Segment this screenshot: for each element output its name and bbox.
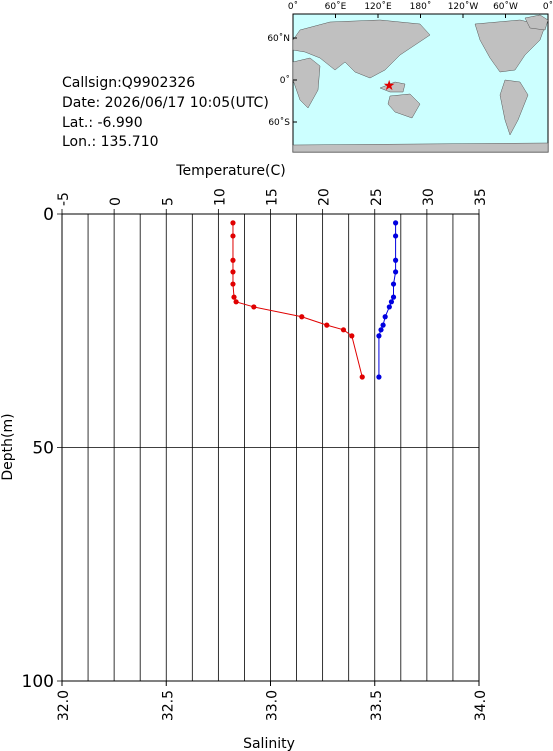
x-tick-label: 15 — [265, 188, 281, 206]
profile-point — [393, 233, 399, 239]
profile-point — [390, 294, 397, 300]
profile-point — [393, 257, 399, 263]
y-tick-label: 100 — [22, 672, 54, 692]
x2-tick-label: 33.5 — [369, 690, 385, 721]
profile-point — [380, 322, 386, 328]
map-lon-label: 0˚ — [288, 1, 298, 12]
profile-point — [340, 327, 347, 333]
profile-point — [393, 220, 399, 226]
profile-point — [349, 333, 355, 339]
profile-point — [324, 322, 330, 328]
profile-point — [230, 257, 236, 263]
profile-point — [382, 314, 388, 320]
profile-point — [386, 304, 392, 310]
info-line: Callsign:Q9902326 — [62, 75, 195, 91]
profile-point — [388, 299, 395, 305]
y-axis-title: Depth(m) — [0, 413, 16, 480]
x-tick-label: 10 — [212, 188, 228, 206]
x-tick-label: 0 — [108, 197, 124, 206]
y-tick-label: 0 — [43, 205, 54, 225]
map-lon-label: 180˚ — [410, 1, 432, 12]
x-axis-title: Temperature(C) — [175, 163, 285, 179]
profile-point — [299, 314, 305, 320]
profile-line — [232, 222, 363, 378]
y-tick-label: 50 — [32, 439, 54, 459]
map-lon-label: 120˚E — [364, 1, 392, 12]
land — [292, 14, 549, 153]
map-lon-label: 60˚E — [325, 1, 347, 12]
profile-point — [251, 304, 257, 310]
info-line: Lon.: 135.710 — [62, 134, 159, 150]
x2-tick-label: 32.5 — [160, 690, 176, 721]
map-lon-label: 60˚W — [493, 1, 518, 12]
profile-point — [378, 327, 384, 333]
x-tick-label: -5 — [56, 192, 72, 206]
x2-tick-label: 32.0 — [56, 690, 72, 721]
x2-tick-label: 33.0 — [265, 690, 281, 721]
profile-point — [376, 374, 382, 380]
profile-point — [230, 269, 236, 275]
profile-point — [230, 281, 236, 287]
map-lat-label: 60˚N — [267, 33, 290, 44]
profile-point — [230, 220, 236, 226]
station-marker: ★ — [383, 78, 396, 94]
profile-point — [231, 294, 237, 300]
map-lat-label: 0˚ — [280, 75, 290, 86]
x2-axis-title: Salinity — [243, 736, 295, 751]
info-line: Date: 2026/06/17 10:05(UTC) — [62, 95, 269, 111]
profile-point — [230, 233, 236, 239]
info-line: Lat.: -6.990 — [62, 115, 143, 131]
map-lat-label: 60˚S — [268, 117, 290, 128]
x-tick-label: 25 — [369, 188, 385, 206]
profile-point — [393, 269, 399, 275]
map-lon-label: 120˚W — [448, 1, 479, 12]
x2-tick-label: 34.0 — [473, 690, 489, 721]
x-tick-label: 30 — [421, 188, 437, 206]
map-lon-label: 0˚ — [543, 1, 553, 12]
map — [292, 13, 549, 153]
profile-point — [390, 281, 397, 287]
x-tick-label: 20 — [317, 188, 333, 206]
profile-point — [376, 333, 382, 339]
profile-point — [359, 374, 365, 380]
x-tick-label: 5 — [160, 197, 176, 206]
profile-point — [233, 299, 239, 305]
x-tick-label: 35 — [473, 188, 489, 206]
